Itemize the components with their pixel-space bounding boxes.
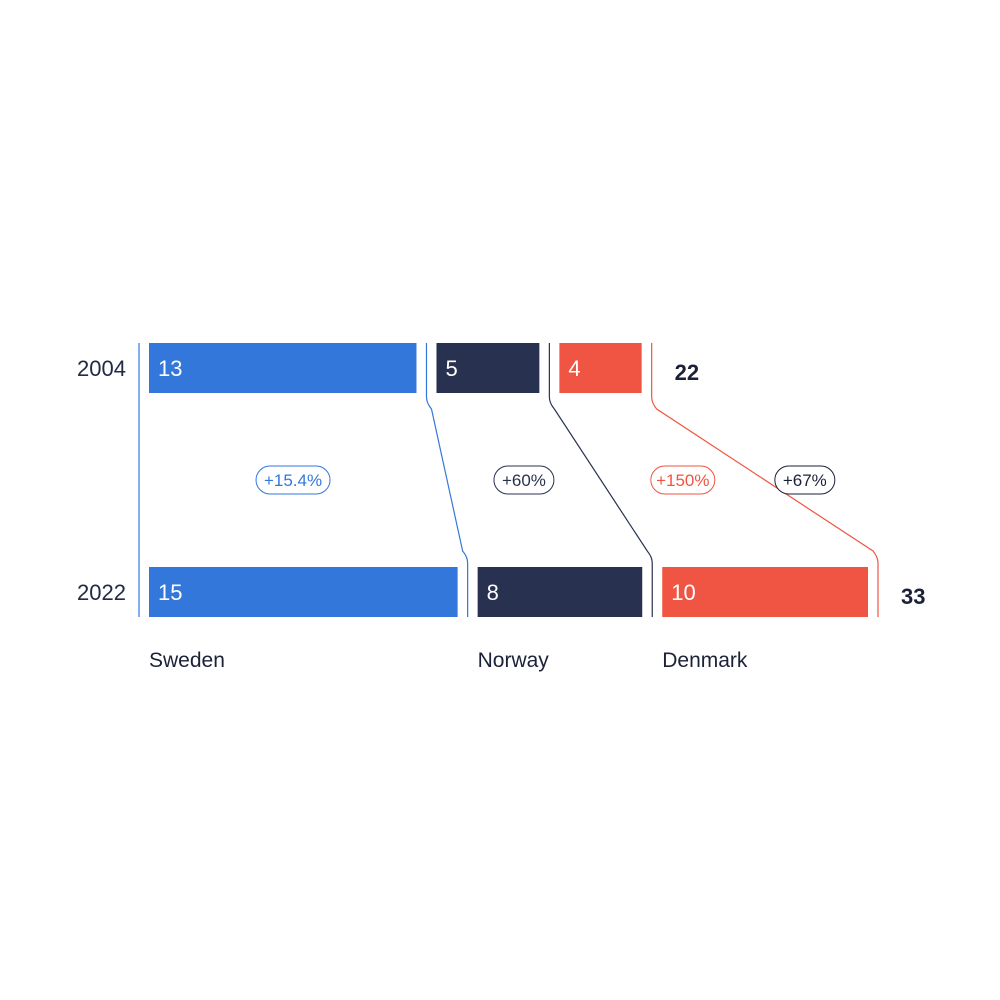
- change-badge: +15.4%: [255, 465, 331, 495]
- year-label: 2004: [77, 356, 126, 381]
- connector-denmark: [651, 343, 879, 617]
- change-badge: +60%: [493, 465, 555, 495]
- bar-norway-2022: [477, 567, 643, 617]
- change-badge: +67%: [774, 465, 836, 495]
- change-badge: +150%: [650, 465, 716, 495]
- connector-sweden: [425, 343, 469, 617]
- bar-value-label: 13: [158, 356, 182, 381]
- connector-lines: [138, 343, 879, 617]
- bar-value-label: 5: [445, 356, 457, 381]
- svg-text:+150%: +150%: [656, 471, 709, 490]
- bar-denmark-2004: [559, 343, 642, 393]
- bar-value-label: 15: [158, 580, 182, 605]
- bar-group: 13 15 5 8 4 10: [149, 343, 868, 617]
- change-badges: +15.4% +60% +150% +67%: [255, 465, 836, 495]
- bar-sweden-2004: [149, 343, 417, 393]
- country-label-sweden: Sweden: [149, 649, 225, 672]
- bar-value-label: 4: [568, 356, 580, 381]
- svg-text:+15.4%: +15.4%: [264, 471, 322, 490]
- country-label-norway: Norway: [478, 649, 550, 672]
- axis-labels: 2004 2022 22 33 Sweden Norway Denmark: [77, 356, 925, 672]
- country-label-denmark: Denmark: [662, 649, 748, 672]
- svg-text:+60%: +60%: [502, 471, 546, 490]
- bar-sweden-2022: [149, 567, 458, 617]
- connector-norway: [548, 343, 653, 617]
- year-label: 2022: [77, 580, 126, 605]
- svg-text:+67%: +67%: [783, 471, 827, 490]
- bar-denmark-2022: [662, 567, 868, 617]
- total-label: 33: [901, 584, 925, 609]
- bar-value-label: 10: [671, 580, 695, 605]
- bar-value-label: 8: [487, 580, 499, 605]
- bar-norway-2004: [436, 343, 540, 393]
- total-label: 22: [675, 360, 699, 385]
